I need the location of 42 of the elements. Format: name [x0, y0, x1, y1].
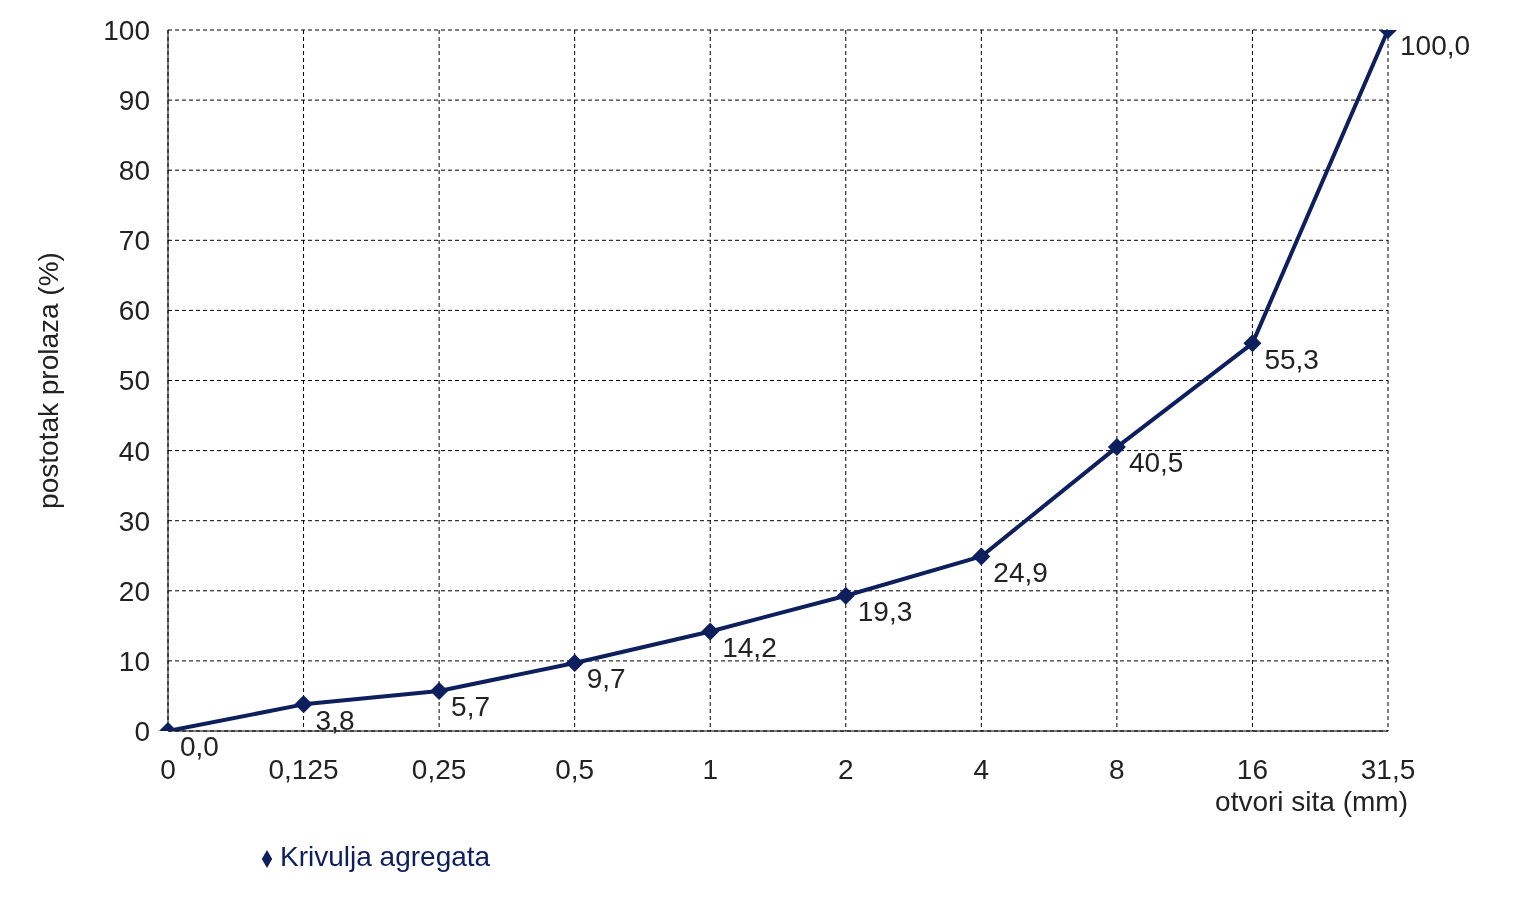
x-tick-label: 0,125: [268, 753, 339, 785]
y-tick-label: 30: [118, 505, 150, 537]
x-tick-label: 16: [1236, 753, 1269, 785]
y-tick-label: 40: [118, 435, 150, 467]
y-axis-title: postotak prolaza (%): [32, 252, 64, 509]
y-tick-label: 0: [134, 715, 150, 747]
x-tick-label: 2: [837, 753, 854, 785]
data-label: 40,5: [1128, 447, 1184, 479]
x-tick-label: 4: [973, 753, 990, 785]
y-tick-label: 50: [118, 365, 150, 397]
data-label: 24,9: [993, 556, 1048, 588]
point: [836, 586, 855, 605]
point: [430, 682, 449, 701]
point: [701, 622, 720, 641]
y-tick-label: 10: [118, 645, 150, 677]
point: [1107, 438, 1126, 457]
legend-label: Krivulja agregata: [280, 841, 491, 872]
x-axis-title: otvori sita (mm): [1215, 786, 1408, 817]
data-label: 9,7: [586, 663, 626, 695]
point: [1243, 334, 1262, 353]
data-label: 5,7: [451, 691, 491, 723]
data-label: 0,0: [180, 731, 219, 763]
y-tick-label: 90: [118, 85, 150, 117]
point: [565, 654, 584, 672]
point: [294, 695, 313, 714]
x-tick-label: 0: [160, 753, 176, 785]
x-tick-label: 0,5: [555, 753, 595, 785]
y-tick-label: 100: [103, 14, 150, 46]
data-label: 100,0: [1400, 30, 1471, 62]
data-label: 3,8: [315, 704, 355, 736]
y-tick-label: 60: [118, 295, 150, 327]
x-tick-label: 31,5: [1360, 753, 1416, 785]
data-label: 19,3: [857, 596, 913, 628]
x-tick-label: 0,25: [411, 753, 467, 785]
y-tick-label: 80: [118, 155, 150, 187]
point: [972, 547, 991, 566]
y-tick-label: 70: [118, 225, 150, 257]
x-tick-label: 8: [1109, 753, 1125, 785]
x-tick-label: 1: [702, 753, 719, 785]
y-tick-label: 20: [118, 575, 150, 607]
data-label: 55,3: [1264, 343, 1319, 375]
data-label: 14,2: [722, 631, 777, 663]
